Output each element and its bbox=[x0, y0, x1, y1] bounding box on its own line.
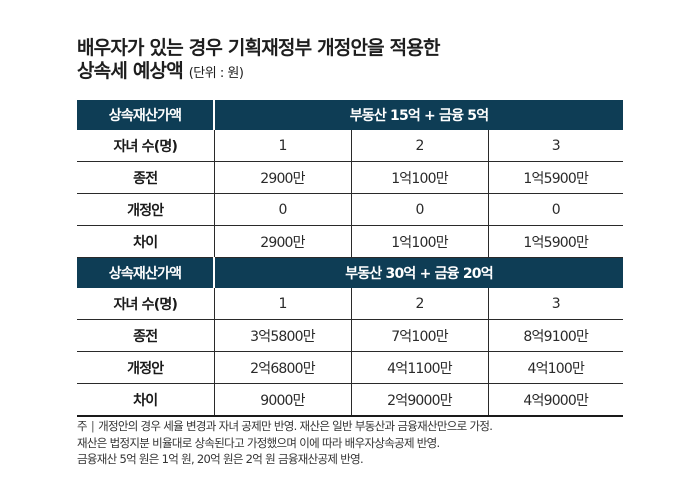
cell: 9000만 bbox=[213, 383, 351, 417]
page-title: 배우자가 있는 경우 기획재정부 개정안을 적용한 상속세 예상액 (단위 : … bbox=[77, 37, 637, 85]
cell: 2억6800만 bbox=[213, 351, 351, 384]
section-header-2: 상속재산가액 부동산 30억 + 금융 20억 bbox=[77, 257, 624, 288]
table-row-difference: 차이 2900만 1억100만 1억5900만 bbox=[77, 225, 624, 258]
cell: 2900만 bbox=[213, 161, 351, 194]
table-row-difference: 차이 9000만 2억9000만 4억9000만 bbox=[77, 383, 624, 417]
row-label: 차이 bbox=[77, 383, 214, 417]
footnote-text-1: 개정안의 경우 세율 변경과 자녀 공제만 반영. 재산은 일반 부동산과 금융… bbox=[98, 419, 493, 433]
cell: 2 bbox=[350, 130, 488, 162]
table-row-previous: 종전 2900만 1억100만 1억5900만 bbox=[77, 161, 624, 194]
cell: 7억100만 bbox=[350, 319, 488, 352]
footnote-line-3: 금융재산 5억 원은 1억 원, 20억 원은 2억 원 금융재산공제 반영. bbox=[77, 452, 364, 466]
cell: 4억1100만 bbox=[350, 351, 488, 384]
footnote-prefix: 주 bbox=[77, 419, 88, 433]
row-label: 차이 bbox=[77, 225, 214, 258]
cell: 4억100만 bbox=[487, 351, 624, 384]
section-header-1: 상속재산가액 부동산 15억 + 금융 5억 bbox=[77, 100, 624, 130]
cell: 0 bbox=[350, 193, 488, 226]
table-row-children: 자녀 수(명) 1 2 3 bbox=[77, 130, 624, 162]
row-label: 종전 bbox=[77, 161, 214, 194]
row-label: 자녀 수(명) bbox=[77, 288, 214, 320]
cell: 1 bbox=[213, 288, 351, 320]
cell: 1억100만 bbox=[350, 161, 488, 194]
cell: 2 bbox=[350, 288, 488, 320]
table-row-children: 자녀 수(명) 1 2 3 bbox=[77, 288, 624, 320]
cell: 1억5900만 bbox=[487, 225, 624, 258]
cell: 0 bbox=[213, 193, 351, 226]
cell: 1억5900만 bbox=[487, 161, 624, 194]
header-value: 부동산 15억 + 금융 5억 bbox=[214, 100, 624, 130]
row-label: 개정안 bbox=[77, 351, 214, 384]
cell: 4억9000만 bbox=[487, 383, 624, 417]
unit-label: (단위 : 원) bbox=[188, 66, 244, 81]
cell: 2900만 bbox=[213, 225, 351, 258]
cell: 1 bbox=[213, 130, 351, 162]
footnote-line-1: 주 | 개정안의 경우 세율 변경과 자녀 공제만 반영. 재산은 일반 부동산과 … bbox=[77, 418, 637, 435]
row-label: 개정안 bbox=[77, 193, 214, 226]
row-label: 종전 bbox=[77, 319, 214, 352]
cell: 3 bbox=[487, 288, 624, 320]
header-label: 상속재산가액 bbox=[77, 257, 215, 288]
cell: 0 bbox=[487, 193, 624, 226]
cell: 3억5800만 bbox=[213, 319, 351, 352]
cell: 1억100만 bbox=[350, 225, 488, 258]
inheritance-tax-table: 상속재산가액 부동산 15억 + 금융 5억 자녀 수(명) 1 2 3 종전 … bbox=[77, 100, 624, 417]
footnote-separator: | bbox=[90, 419, 95, 433]
row-label: 자녀 수(명) bbox=[77, 130, 214, 162]
table-row-revised: 개정안 0 0 0 bbox=[77, 193, 624, 226]
title-line-2-text: 상속세 예상액 bbox=[77, 60, 184, 82]
cell: 8억9100만 bbox=[487, 319, 624, 352]
title-line-1: 배우자가 있는 경우 기획재정부 개정안을 적용한 bbox=[77, 37, 440, 59]
title-line-2: 상속세 예상액 (단위 : 원) bbox=[77, 60, 637, 85]
header-value: 부동산 30억 + 금융 20억 bbox=[214, 257, 624, 288]
cell: 3 bbox=[487, 130, 624, 162]
header-label: 상속재산가액 bbox=[77, 100, 215, 130]
footnote: 주 | 개정안의 경우 세율 변경과 자녀 공제만 반영. 재산은 일반 부동산과 … bbox=[77, 418, 637, 468]
footnote-line-2: 재산은 법정지분 비율대로 상속된다고 가정했으며 이에 따라 배우자상속공제 … bbox=[77, 435, 440, 450]
cell: 2억9000만 bbox=[350, 383, 488, 417]
table-row-revised: 개정안 2억6800만 4억1100만 4억100만 bbox=[77, 351, 624, 384]
table-row-previous: 종전 3억5800만 7억100만 8억9100만 bbox=[77, 319, 624, 352]
